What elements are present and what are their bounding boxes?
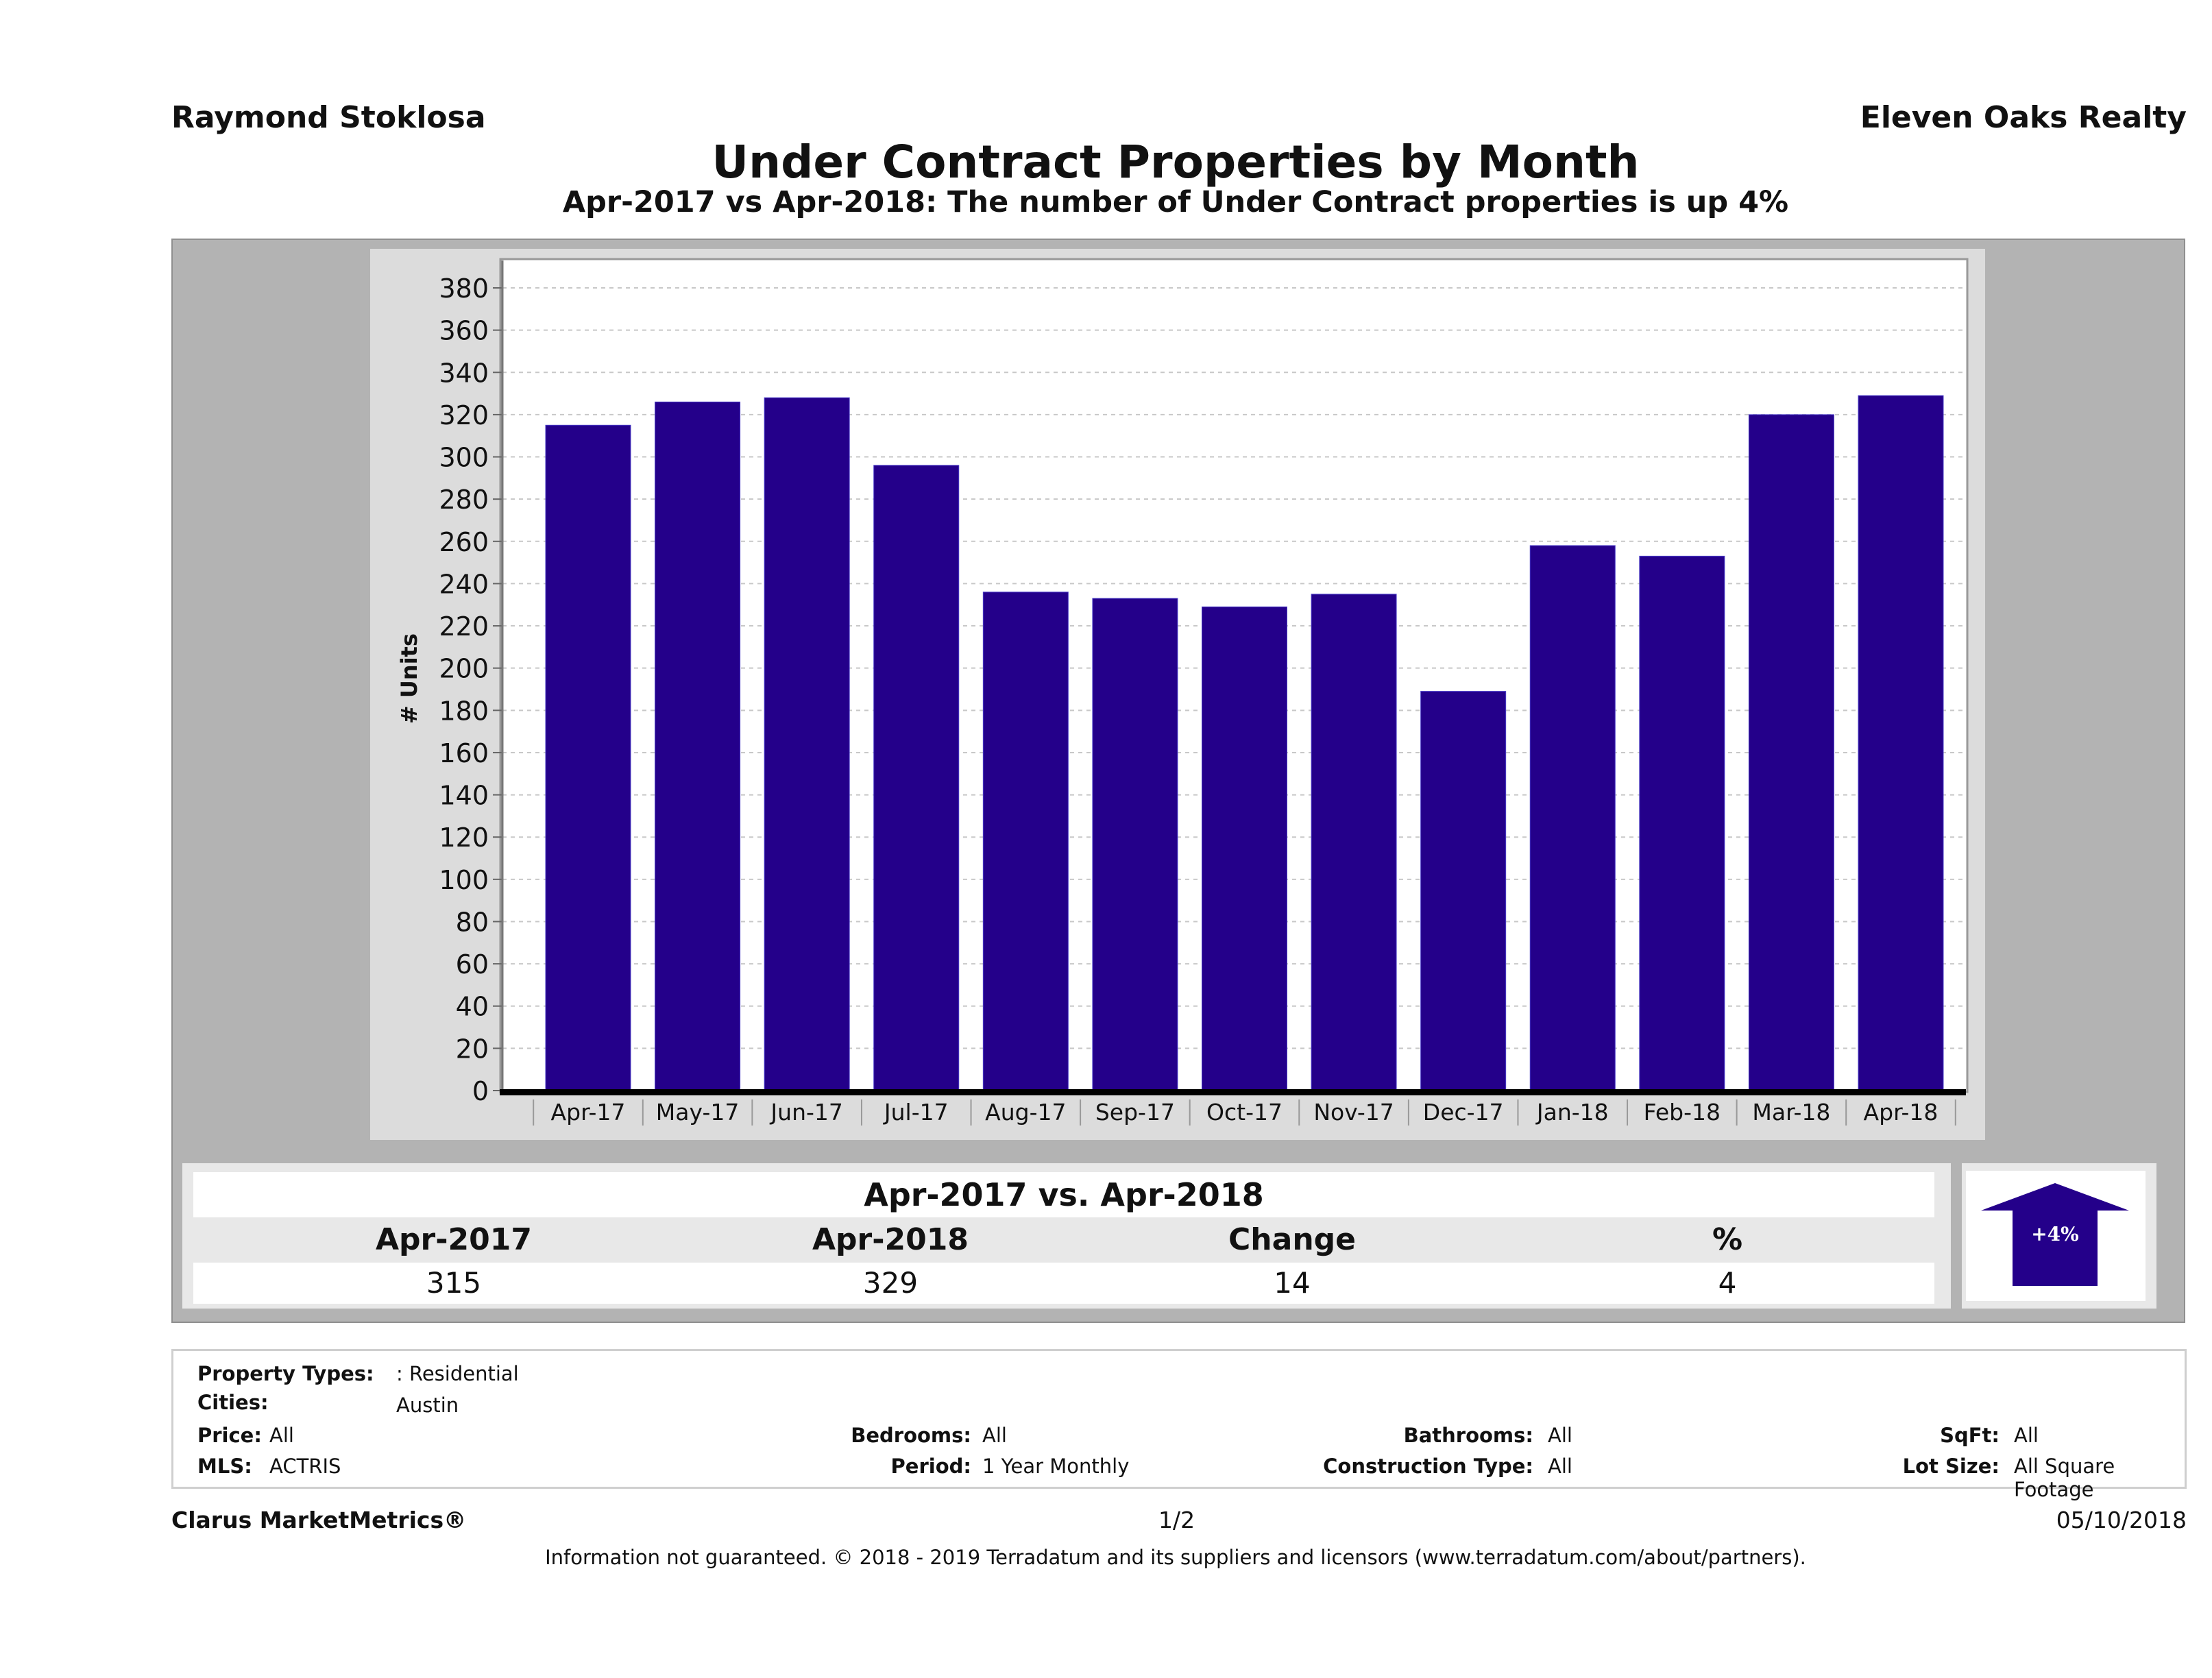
price-value: All [269,1424,294,1447]
disclaimer: Information not guaranteed. © 2018 - 201… [545,1546,1806,1569]
summary-value-percent: 4 [1718,1266,1737,1300]
y-tick-label: 20 [456,1034,489,1064]
bedrooms-label: Bedrooms: [851,1424,971,1447]
agent-name: Raymond Stoklosa [171,100,486,135]
summary-value-curr: 329 [862,1266,919,1300]
x-tick-label: Dec-17 [1423,1099,1504,1126]
period-label: Period: [890,1455,971,1478]
bar-aug-17 [982,592,1069,1091]
bar-apr-18 [1858,395,1944,1091]
change-indicator: +4% [1966,1171,2146,1301]
sqft-label: SqFt: [1940,1424,2000,1447]
x-tick-label: Sep-17 [1095,1099,1175,1126]
summary-value-prev: 315 [426,1266,482,1300]
y-tick-label: 60 [456,949,489,980]
brokerage-name: Eleven Oaks Realty [1860,100,2187,135]
summary-header-percent: % [1712,1222,1743,1257]
y-tick-label: 140 [439,781,489,811]
y-tick-label: 380 [439,273,489,304]
mls-label: MLS: [197,1455,252,1478]
x-tick-label: May-17 [656,1099,740,1126]
x-tick-label: Jun-17 [769,1099,842,1126]
y-tick-label: 40 [456,992,489,1022]
bar-may-17 [655,401,741,1091]
property-types-label: Property Types: [197,1362,374,1385]
period-value: 1 Year Monthly [982,1455,1130,1478]
y-axis-label: # Units [396,633,422,724]
report-date: 05/10/2018 [2056,1507,2187,1533]
bar-feb-18 [1639,555,1725,1091]
bar-dec-17 [1420,691,1507,1091]
property-types-value: : Residential [396,1362,519,1385]
bathrooms-value: All [1548,1424,1572,1447]
bar-apr-17 [545,424,631,1091]
bar-jan-18 [1529,545,1616,1091]
up-arrow-icon: +4% [1981,1183,2129,1286]
y-tick-label: 260 [439,527,489,557]
x-tick-label: Apr-18 [1864,1099,1938,1126]
summary-header-change: Change [1228,1222,1356,1257]
cities-value: Austin [396,1394,459,1417]
y-tick-label: 280 [439,485,489,515]
x-tick-label: Jul-17 [883,1099,949,1126]
bar-sep-17 [1092,598,1178,1091]
page-number: 1/2 [1158,1507,1195,1533]
bar-nov-17 [1311,594,1397,1091]
y-tick-label: 340 [439,358,489,388]
y-tick-label: 200 [439,654,489,684]
cities-label: Cities: [197,1391,269,1414]
bar-jul-17 [873,465,960,1091]
product-name: Clarus MarketMetrics® [171,1507,467,1533]
summary-header-prev: Apr-2017 [376,1222,532,1257]
y-tick-label: 300 [439,443,489,473]
x-tick-label: Oct-17 [1206,1099,1283,1126]
bar-chart: 0 20 40 60 80 100 120 140 160 180 200 220 240 260 280 3… [396,258,1969,1126]
y-tick-label: 220 [439,611,489,642]
summary-value-row: 315 329 14 4 [193,1263,1934,1304]
sqft-value: All [2014,1424,2039,1447]
summary-title: Apr-2017 vs. Apr-2018 [193,1172,1934,1217]
y-tick-label: 0 [472,1076,489,1106]
x-tick-label: Nov-17 [1313,1099,1394,1126]
y-tick-label: 320 [439,400,489,430]
y-tick-label: 180 [439,696,489,726]
mls-value: ACTRIS [269,1455,341,1478]
y-tick-label: 240 [439,569,489,599]
summary-header-row: Apr-2017 Apr-2018 Change % [193,1219,1934,1261]
lot-size-value: All Square Footage [2014,1455,2115,1501]
change-indicator-label: +4% [2031,1223,2079,1245]
price-label: Price: [197,1424,262,1447]
bedrooms-value: All [982,1424,1007,1447]
y-tick-label: 120 [439,823,489,853]
x-tick-label: Feb-18 [1644,1099,1721,1126]
report-subtitle: Apr-2017 vs Apr-2018: The number of Unde… [562,185,1789,219]
y-tick-label: 100 [439,865,489,895]
summary-header-curr: Apr-2018 [812,1222,969,1257]
y-tick-label: 160 [439,738,489,768]
y-tick-label: 80 [456,907,489,937]
summary-value-change: 14 [1274,1266,1311,1300]
x-axis-line [500,1089,1966,1095]
x-tick-label: Aug-17 [985,1099,1066,1126]
bar-oct-17 [1202,606,1287,1091]
bathrooms-label: Bathrooms: [1403,1424,1533,1447]
filter-criteria-box: Property Types: : Residential Cities: Au… [171,1349,2187,1501]
construction-type-value: All [1548,1455,1572,1478]
y-tick-label: 360 [439,316,489,346]
x-tick-label: Mar-18 [1752,1099,1830,1126]
construction-type-label: Construction Type: [1323,1455,1533,1478]
x-tick-label: Jan-18 [1535,1099,1609,1126]
x-tick-label: Apr-17 [551,1099,626,1126]
bar-mar-18 [1748,414,1834,1091]
lot-size-label: Lot Size: [1902,1455,2000,1478]
bar-jun-17 [764,397,850,1091]
report-title: Under Contract Properties by Month [712,136,1640,189]
